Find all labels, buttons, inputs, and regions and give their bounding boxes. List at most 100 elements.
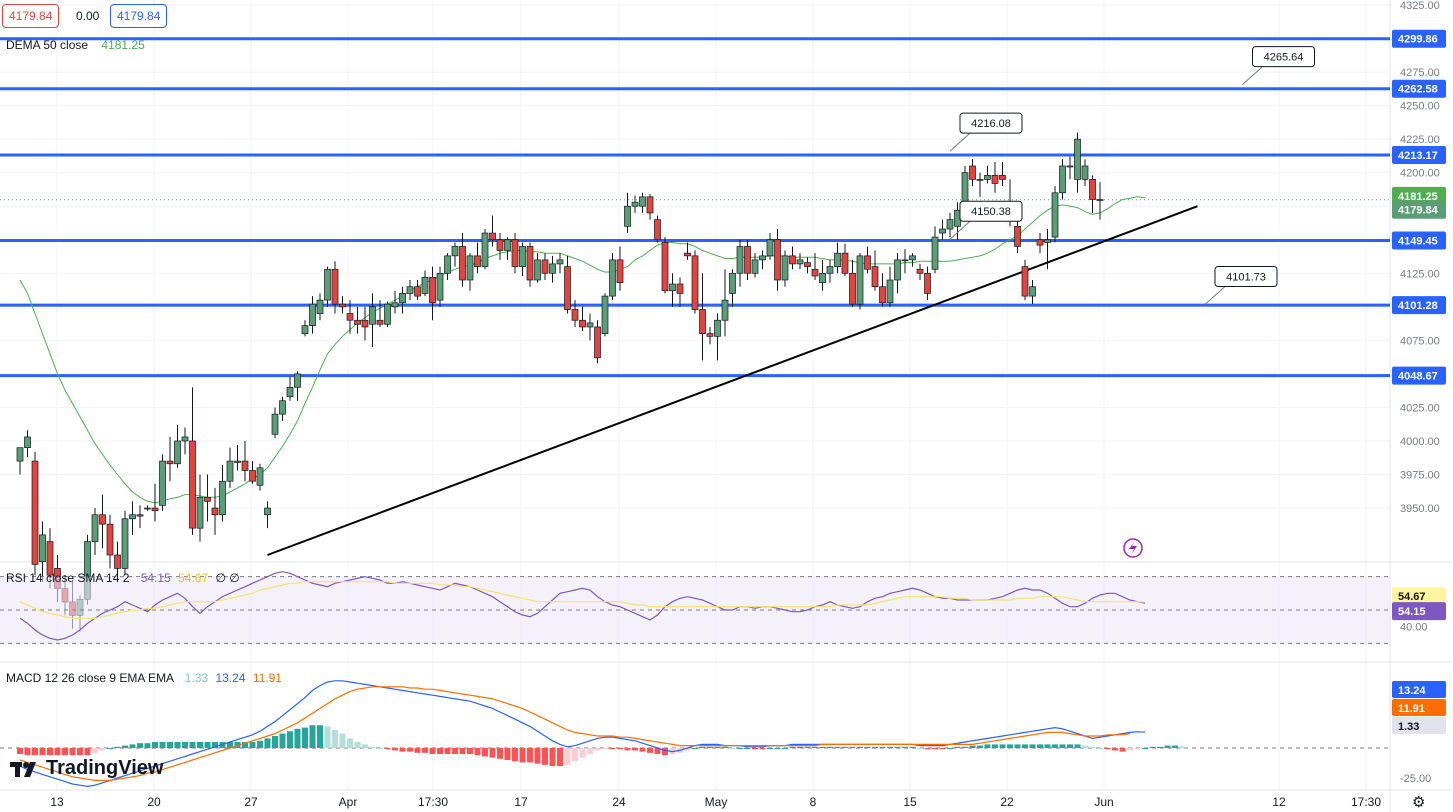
time-tick-label: 15 (903, 795, 917, 809)
candle-body (39, 534, 46, 563)
rsi-band-fill (0, 576, 1390, 644)
candle-body (399, 293, 406, 304)
side-price-label: 4181.25 (1398, 191, 1438, 203)
price-tick-label: 3975.00 (1400, 470, 1440, 482)
candle-body (1081, 165, 1089, 180)
macd-histogram-bar (729, 748, 736, 749)
macd-hist-value: 1.33 (184, 671, 209, 685)
rsi-legend[interactable]: RSI 14 close SMA 14 2 54.15 54.67 ∅ ∅ (6, 571, 240, 585)
rsi-extra: ∅ ∅ (215, 571, 240, 585)
candle-body (924, 272, 931, 294)
candle-body (796, 259, 804, 265)
dema-label: DEMA 50 close (6, 38, 89, 52)
candle-body (489, 232, 496, 241)
candle-body (661, 242, 669, 292)
candle-body (174, 440, 181, 465)
candle-body (684, 252, 691, 257)
open-price-box: 4179.84 (2, 4, 60, 28)
candle-body (241, 460, 249, 471)
macd-histogram-bar (744, 748, 751, 749)
candle-body (369, 306, 376, 325)
macd-histogram-bar (519, 748, 526, 763)
trendline (267, 205, 1198, 556)
macd-histogram-bar (542, 748, 548, 765)
candle-body (1059, 165, 1066, 194)
macd-histogram-bar (489, 748, 496, 758)
level-price-label: 4101.28 (1398, 300, 1438, 312)
macd-histogram-bar (909, 746, 916, 748)
candle-body (526, 246, 534, 281)
macd-price-label: 1.33 (1398, 721, 1419, 733)
macd-histogram-bar (1007, 744, 1013, 748)
rsi-price-tag (1392, 587, 1446, 606)
macd-histogram-bar (984, 744, 991, 748)
candle-body (901, 259, 909, 262)
callout-label: 4216.08 (971, 118, 1011, 130)
macd-histogram-bar (287, 731, 293, 748)
candle-body (691, 255, 699, 310)
candle-body (376, 319, 384, 325)
macd-histogram-bar (1097, 748, 1103, 749)
candle-body (429, 276, 436, 304)
price-tick-label: 4000.00 (1400, 436, 1440, 448)
candle-body (811, 268, 819, 277)
callout-label: 4101.73 (1226, 272, 1266, 284)
macd-histogram-bar (1112, 748, 1118, 751)
macd-price-tag (1392, 681, 1446, 698)
dema-legend[interactable]: DEMA 50 close 4181.25 (6, 38, 145, 52)
candle-body (916, 268, 924, 274)
macd-histogram-bar (759, 748, 766, 750)
candle-body (894, 259, 901, 281)
level-price-label: 4262.58 (1398, 84, 1438, 96)
macd-histogram-bar (122, 745, 128, 748)
macd-histogram-bar (17, 748, 23, 754)
settings-gear-icon[interactable]: ⚙ (1412, 794, 1426, 811)
candle-body (99, 514, 106, 525)
macd-line (19, 680, 1146, 788)
candle-body (16, 447, 24, 462)
callout-leader (1242, 66, 1263, 86)
tradingview-icon (10, 761, 36, 777)
macd-histogram-bar (249, 742, 256, 748)
macd-histogram-bar (1059, 744, 1066, 748)
candle-body (969, 165, 976, 180)
candle-body (474, 255, 481, 267)
macd-legend[interactable]: MACD 12 26 close 9 EMA EMA 1.33 13.24 11… (6, 671, 282, 685)
macd-histogram-bar (1052, 744, 1058, 748)
macd-line-value: 13.24 (215, 671, 246, 685)
price-tick-label: 4075.00 (1400, 335, 1440, 347)
candle-body (1014, 225, 1021, 247)
candle-body (481, 232, 489, 267)
time-tick-label: 8 (810, 795, 817, 809)
candle-body (301, 325, 309, 335)
candle-body (466, 255, 474, 281)
candle-body (309, 303, 316, 326)
time-tick-label: May (705, 795, 728, 809)
last-price-box: 4179.84 (110, 4, 168, 28)
macd-histogram-bar (257, 740, 263, 748)
level-price-tag (1392, 231, 1446, 250)
candle-body (744, 246, 751, 274)
candle-body (384, 303, 391, 325)
macd-histogram-bar (872, 746, 878, 748)
candle-body (519, 246, 526, 267)
macd-histogram-bar (992, 744, 998, 748)
macd-histogram-bar (24, 748, 31, 756)
candle-body (271, 413, 279, 435)
macd-histogram-bar (947, 748, 953, 749)
candle-body (736, 246, 744, 274)
candle-body (766, 239, 774, 257)
candle-body (751, 259, 759, 274)
candle-body (841, 252, 849, 274)
macd-histogram-bar (789, 746, 796, 748)
macd-histogram-bar (632, 748, 638, 751)
candle-body (534, 259, 541, 281)
candle-body (414, 286, 421, 297)
price-tick-label: 4250.00 (1400, 101, 1440, 113)
side-price-tag (1392, 186, 1446, 205)
price-tick-label: 4225.00 (1400, 134, 1440, 146)
macd-histogram-bar (857, 746, 863, 748)
callout-label: 4265.64 (1264, 52, 1304, 64)
price-tick-label: 4125.00 (1400, 268, 1440, 280)
